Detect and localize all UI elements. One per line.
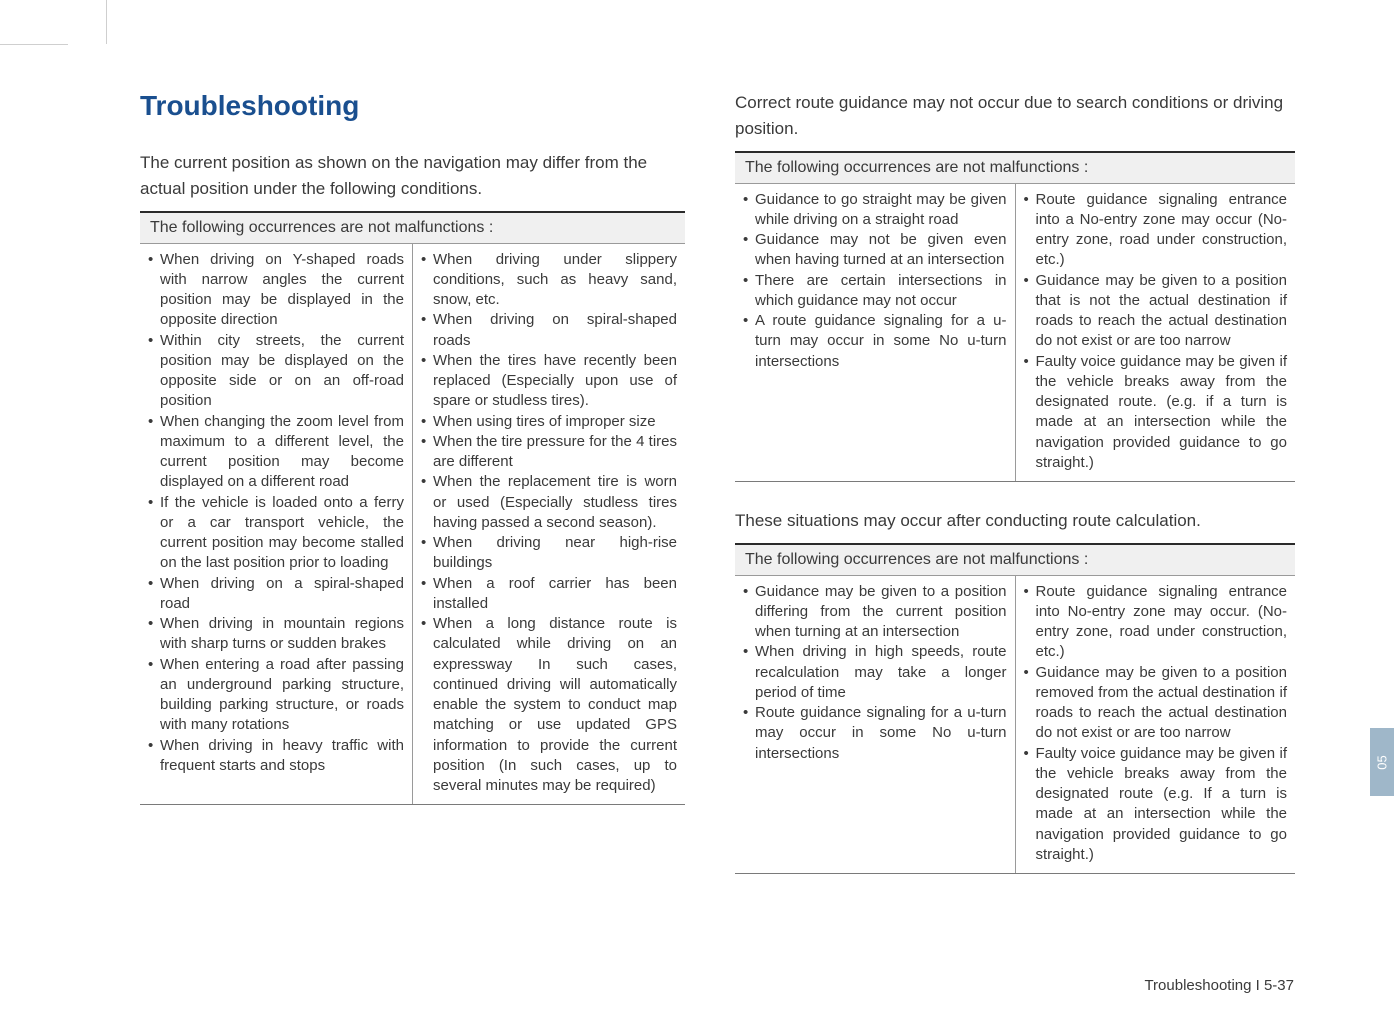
right-column: Correct route guidance may not occur due… — [735, 90, 1295, 874]
list-item: Guidance to go straight may be given whi… — [743, 190, 1007, 231]
list-item: Faulty voice guidance may be given if th… — [1024, 744, 1288, 866]
list-item: Faulty voice guidance may be given if th… — [1024, 352, 1288, 474]
list-item: Route guidance signaling for a u-turn ma… — [743, 703, 1007, 764]
left-table-header: The following occurrences are not malfun… — [140, 213, 685, 244]
right-bottom-intro: These situations may occur after conduct… — [735, 508, 1295, 534]
left-table-col2: When driving under slippery conditions, … — [412, 244, 685, 805]
left-table-body: When driving on Y-shaped roads with narr… — [140, 244, 685, 805]
left-intro: The current position as shown on the nav… — [140, 150, 685, 203]
list-item: Within city streets, the current positio… — [148, 331, 404, 412]
list-item: Route guidance signaling entrance into N… — [1024, 582, 1288, 663]
right-bottom-table: The following occurrences are not malfun… — [735, 543, 1295, 875]
list-item: When the tires have recently been replac… — [421, 351, 677, 412]
right-top-intro: Correct route guidance may not occur due… — [735, 90, 1295, 143]
list-item: When driving on spiral-shaped roads — [421, 310, 677, 351]
crop-mark-vertical — [106, 0, 107, 44]
right-bottom-table-header: The following occurrences are not malfun… — [735, 545, 1295, 576]
right-bottom-col2: Route guidance signaling entrance into N… — [1015, 576, 1296, 874]
right-bottom-col1: Guidance may be given to a position diff… — [735, 576, 1015, 874]
list-item: When driving in heavy traffic with frequ… — [148, 736, 404, 777]
list-item: If the vehicle is loaded onto a ferry or… — [148, 493, 404, 574]
list-item: Guidance may not be given even when havi… — [743, 230, 1007, 271]
right-top-col2: Route guidance signaling entrance into a… — [1015, 184, 1296, 482]
list-item: When driving on Y-shaped roads with narr… — [148, 250, 404, 331]
list-item: When driving in high speeds, route recal… — [743, 642, 1007, 703]
list-item: Guidance may be given to a position remo… — [1024, 663, 1288, 744]
list-item: When the replacement tire is worn or use… — [421, 472, 677, 533]
list-item: When driving near high-rise buildings — [421, 533, 677, 574]
page-title: Troubleshooting — [140, 90, 685, 122]
right-top-col1: Guidance to go straight may be given whi… — [735, 184, 1015, 482]
page-footer: Troubleshooting I 5-37 — [1144, 977, 1294, 994]
list-item: When driving under slippery conditions, … — [421, 250, 677, 311]
section-tab-label: 05 — [1375, 755, 1390, 769]
list-item: When a long distance route is calculated… — [421, 614, 677, 796]
list-item: Guidance may be given to a position that… — [1024, 271, 1288, 352]
list-item: There are certain intersections in which… — [743, 271, 1007, 312]
crop-mark-horizontal — [0, 44, 68, 45]
list-item: When a roof carrier has been installed — [421, 574, 677, 615]
left-column: Troubleshooting The current position as … — [140, 90, 685, 874]
right-top-table: The following occurrences are not malfun… — [735, 151, 1295, 483]
page-content: Troubleshooting The current position as … — [0, 0, 1394, 914]
list-item: Guidance may be given to a position diff… — [743, 582, 1007, 643]
section-tab: 05 — [1370, 728, 1394, 796]
right-top-table-body: Guidance to go straight may be given whi… — [735, 184, 1295, 482]
list-item: When entering a road after passing an un… — [148, 655, 404, 736]
list-item: When changing the zoom level from maximu… — [148, 412, 404, 493]
list-item: When the tire pressure for the 4 tires a… — [421, 432, 677, 473]
list-item: When driving in mountain regions with sh… — [148, 614, 404, 655]
right-bottom-table-body: Guidance may be given to a position diff… — [735, 576, 1295, 874]
list-item: When driving on a spiral-shaped road — [148, 574, 404, 615]
list-item: Route guidance signaling entrance into a… — [1024, 190, 1288, 271]
right-top-table-header: The following occurrences are not malfun… — [735, 153, 1295, 184]
list-item: A route guidance signaling for a u-turn … — [743, 311, 1007, 372]
left-table: The following occurrences are not malfun… — [140, 211, 685, 806]
list-item: When using tires of improper size — [421, 412, 677, 432]
left-table-col1: When driving on Y-shaped roads with narr… — [140, 244, 412, 805]
